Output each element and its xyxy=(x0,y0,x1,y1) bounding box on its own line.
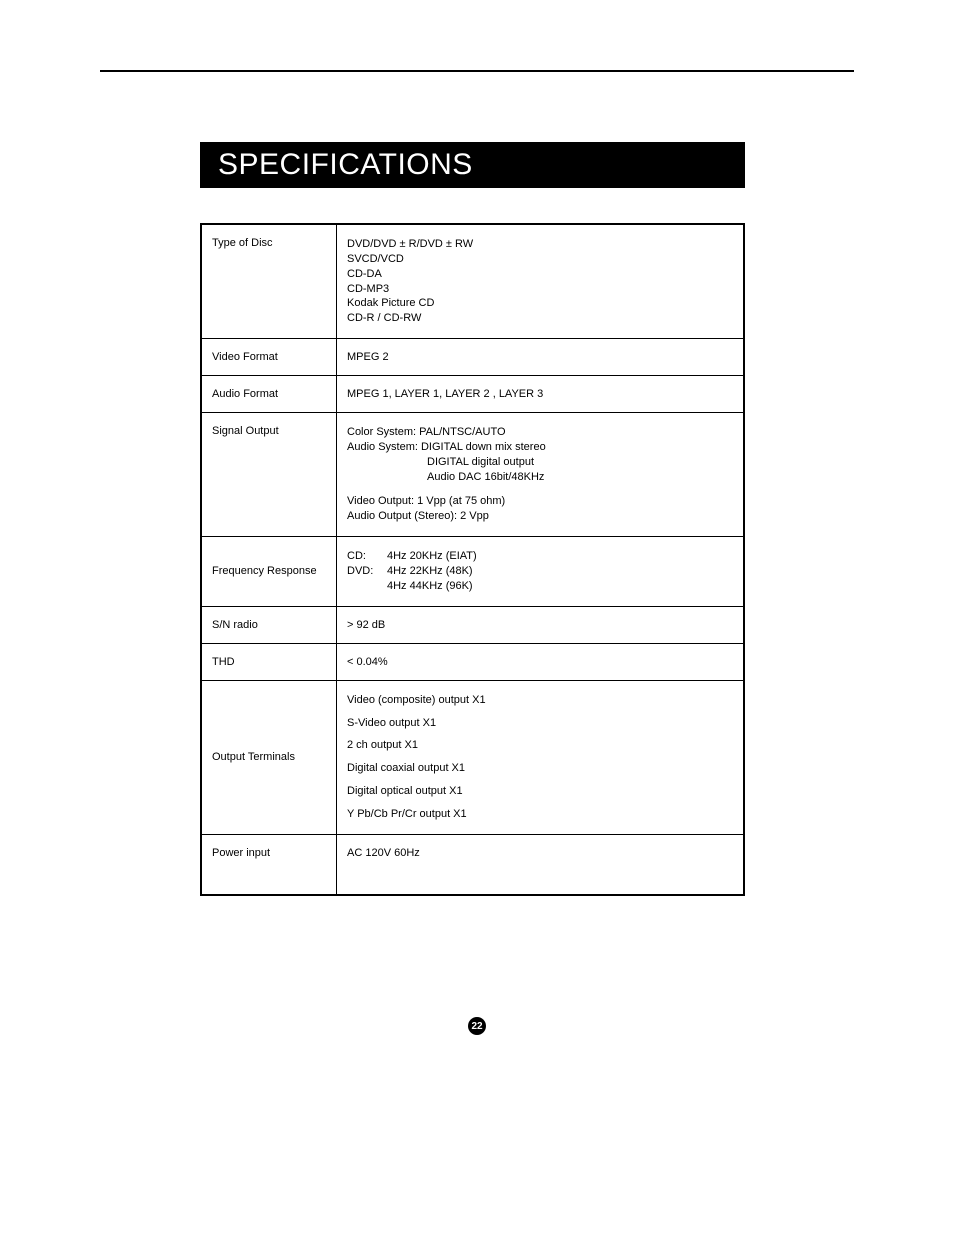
spec-line: Audio Output (Stereo): 2 Vpp xyxy=(347,509,733,524)
spec-line: 2 ch output X1 xyxy=(347,738,733,753)
spec-line: Kodak Picture CD xyxy=(347,296,733,311)
spec-line: SVCD/VCD xyxy=(347,252,733,267)
spec-label: Frequency Response xyxy=(202,537,337,606)
spec-line: Video Output: 1 Vpp (at 75 ohm) xyxy=(347,494,733,509)
freq-value: 4Hz 44KHz (96K) xyxy=(387,579,733,594)
spec-line: Digital optical output X1 xyxy=(347,784,733,799)
spec-value: MPEG 2 xyxy=(337,339,743,375)
spec-label: Power input xyxy=(202,835,337,894)
spec-value: AC 120V 60Hz xyxy=(337,835,743,894)
spec-line: Audio DAC 16bit/48KHz xyxy=(427,470,733,485)
spec-line: S-Video output X1 xyxy=(347,716,733,731)
table-row: Type of Disc DVD/DVD ± R/DVD ± RW SVCD/V… xyxy=(202,225,743,339)
table-row: S/N radio > 92 dB xyxy=(202,607,743,644)
spec-value: Video (composite) output X1 S-Video outp… xyxy=(337,681,743,834)
spec-value: DVD/DVD ± R/DVD ± RW SVCD/VCD CD-DA CD-M… xyxy=(337,225,743,338)
spec-value: < 0.04% xyxy=(337,644,743,680)
freq-value: 4Hz 22KHz (48K) xyxy=(387,564,733,579)
spec-label: THD xyxy=(202,644,337,680)
spec-line: CD-R / CD-RW xyxy=(347,311,733,326)
table-row: THD < 0.04% xyxy=(202,644,743,681)
spec-line: DIGITAL digital output xyxy=(427,455,733,470)
freq-prefix: CD: xyxy=(347,549,387,564)
spec-label: Signal Output xyxy=(202,413,337,536)
page-number: 22 xyxy=(471,1021,482,1032)
table-row: Output Terminals Video (composite) outpu… xyxy=(202,681,743,835)
table-row: Audio Format MPEG 1, LAYER 1, LAYER 2 , … xyxy=(202,376,743,413)
spec-label: Video Format xyxy=(202,339,337,375)
spec-value: CD: 4Hz 20KHz (EIAT) DVD: 4Hz 22KHz (48K… xyxy=(337,537,743,606)
title-bar: SPECIFICATIONS xyxy=(200,142,745,188)
spec-line: CD-MP3 xyxy=(347,282,733,297)
freq-prefix xyxy=(347,579,387,594)
spec-line: Y Pb/Cb Pr/Cr output X1 xyxy=(347,807,733,822)
spec-label: Audio Format xyxy=(202,376,337,412)
spec-value: MPEG 1, LAYER 1, LAYER 2 , LAYER 3 xyxy=(337,376,743,412)
spec-value: Color System: PAL/NTSC/AUTO Audio System… xyxy=(337,413,743,536)
spec-label: Type of Disc xyxy=(202,225,337,338)
table-row: Frequency Response CD: 4Hz 20KHz (EIAT) … xyxy=(202,537,743,607)
table-row: Power input AC 120V 60Hz xyxy=(202,835,743,894)
spec-value: > 92 dB xyxy=(337,607,743,643)
spec-label: S/N radio xyxy=(202,607,337,643)
spec-line: DVD/DVD ± R/DVD ± RW xyxy=(347,237,733,252)
spec-line: Color System: PAL/NTSC/AUTO xyxy=(347,425,733,440)
spec-label: Output Terminals xyxy=(202,681,337,834)
page-container: SPECIFICATIONS Type of Disc DVD/DVD ± R/… xyxy=(0,0,954,896)
spec-line: CD-DA xyxy=(347,267,733,282)
spec-line: Audio System: DIGITAL down mix stereo xyxy=(347,440,733,455)
page-title: SPECIFICATIONS xyxy=(218,148,473,181)
freq-prefix: DVD: xyxy=(347,564,387,579)
table-row: Signal Output Color System: PAL/NTSC/AUT… xyxy=(202,413,743,537)
spec-line: Video (composite) output X1 xyxy=(347,693,733,708)
top-rule xyxy=(100,70,854,72)
table-row: Video Format MPEG 2 xyxy=(202,339,743,376)
freq-value: 4Hz 20KHz (EIAT) xyxy=(387,549,733,564)
page-number-badge: 22 xyxy=(468,1017,486,1035)
specifications-table: Type of Disc DVD/DVD ± R/DVD ± RW SVCD/V… xyxy=(200,223,745,896)
spec-line: Digital coaxial output X1 xyxy=(347,761,733,776)
